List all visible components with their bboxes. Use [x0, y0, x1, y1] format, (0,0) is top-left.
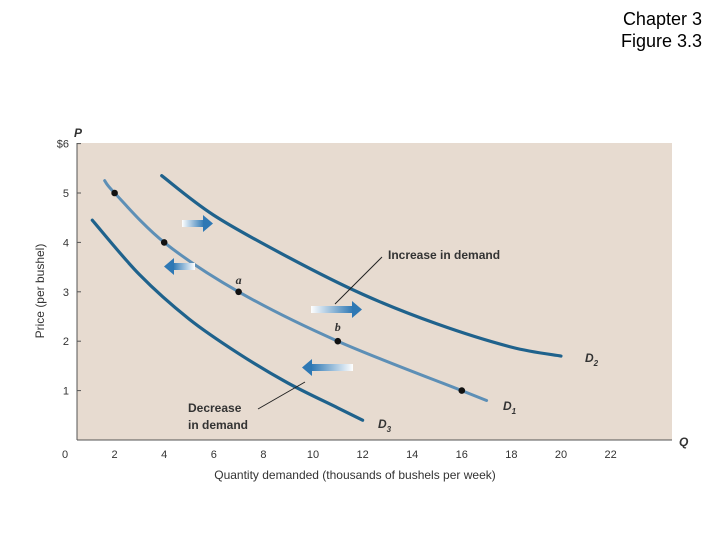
x-tick-label: 0 [62, 449, 68, 461]
arrow-right-upper [182, 215, 213, 232]
point-label-a: a [236, 273, 242, 287]
decrease-annotation-line1: Decrease [188, 401, 242, 415]
increase-annotation: Increase in demand [388, 248, 500, 262]
point-label-b: b [335, 320, 341, 334]
arrow-right-lower [311, 301, 362, 318]
y-tick-label: 2 [63, 336, 69, 348]
chapter-header: Chapter 3 Figure 3.3 [621, 8, 702, 52]
y-tick-label: 5 [63, 188, 69, 200]
x-axis-label: Quantity demanded (thousands of bushels … [214, 468, 496, 482]
x-tick-label: 6 [211, 449, 217, 461]
x-tick-label: 12 [356, 449, 368, 461]
decrease-leader-line [257, 381, 306, 410]
y-axis-label: Price (per bushel) [33, 244, 47, 339]
y-tick-label: 4 [63, 237, 69, 249]
curve-d1 [103, 179, 489, 402]
x-tick-label: 4 [161, 449, 167, 461]
data-point [160, 239, 168, 246]
increase-leader-line [334, 256, 383, 305]
y-tick-label: 1 [63, 386, 69, 398]
y-tick-label: $6 [57, 139, 69, 151]
x-tick-label: 10 [307, 449, 319, 461]
data-point [334, 337, 342, 345]
decrease-annotation-line2: in demand [188, 418, 248, 432]
data-point [458, 387, 466, 394]
figure-title: Figure 3.3 [620, 31, 702, 51]
x-tick-label: 22 [604, 449, 616, 461]
x-tick-label: 20 [555, 449, 567, 461]
y-tick-label: 3 [63, 287, 69, 299]
curve-d3 [90, 218, 365, 422]
y-axis-letter: P [74, 126, 83, 140]
data-point [111, 189, 118, 197]
data-point [235, 288, 242, 296]
chapter-title: Chapter 3 [622, 9, 702, 29]
plot-background [77, 143, 672, 440]
x-tick-label: 16 [456, 449, 468, 461]
curve-label-d1: D1 [503, 399, 517, 416]
x-tick-label: 8 [260, 449, 266, 461]
arrow-left-upper [164, 258, 195, 275]
curve-label-d3: D3 [378, 417, 392, 434]
curve-d2 [160, 174, 563, 358]
arrow-left-lower [302, 359, 353, 376]
x-tick-label: 14 [406, 449, 418, 461]
x-axis-letter: Q [679, 435, 689, 449]
x-tick-label: 18 [505, 449, 517, 461]
x-tick-label: 2 [112, 449, 118, 461]
curve-label-d2: D2 [585, 351, 599, 368]
